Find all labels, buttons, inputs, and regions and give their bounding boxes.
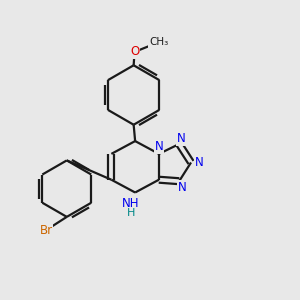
- Text: O: O: [130, 45, 139, 58]
- Text: N: N: [177, 132, 186, 145]
- Text: N: N: [195, 156, 204, 169]
- Text: N: N: [178, 181, 187, 194]
- Text: H: H: [127, 208, 135, 218]
- Text: Br: Br: [39, 224, 52, 237]
- Text: CH₃: CH₃: [149, 37, 169, 47]
- Text: NH: NH: [122, 197, 140, 210]
- Text: N: N: [154, 140, 163, 153]
